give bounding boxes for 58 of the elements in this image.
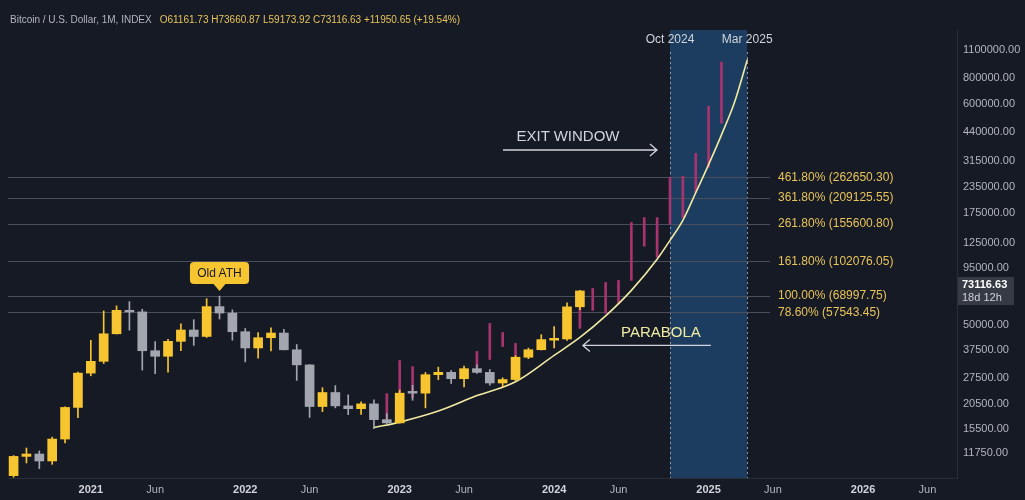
x-tick-label: 2023 <box>387 482 412 495</box>
bar <box>694 153 698 193</box>
y-tick-label: 11750.00 <box>963 446 1009 459</box>
x-tick-label: Jun <box>455 482 473 495</box>
ref-line-label: 361.80% (209125.55) <box>778 189 894 204</box>
ref-line-label: 100.00% (68997.75) <box>778 288 887 303</box>
x-tick-label: 2025 <box>696 482 721 495</box>
bar <box>488 323 492 360</box>
candlestick <box>433 366 444 380</box>
x-tick-label: 2024 <box>541 482 568 495</box>
y-tick-label: 37500.00 <box>963 343 1009 356</box>
y-tick-label: 15500.00 <box>963 421 1009 434</box>
x-tick-label: Jun <box>918 482 937 495</box>
y-tick-label: 27500.00 <box>963 370 1009 383</box>
x-tick-label: Jun <box>300 482 319 495</box>
annotation: EXIT WINDOW <box>516 127 621 145</box>
bar <box>630 222 633 281</box>
ref-line-label: Mar 2025 <box>721 32 773 47</box>
ref-line-label: 461.80% (262650.30) <box>778 169 894 184</box>
y-tick-label: 95000.00 <box>963 260 1009 273</box>
chart-title: Bitcoin / U.S. Dollar, 1M, INDEX <box>10 13 153 25</box>
chart-subtitle: O61161.73 H73660.87 L59173.92 C73116.63 +11950.65 (+19.54%) <box>159 13 460 25</box>
x-tick-label: Jun <box>146 482 165 495</box>
y-tick-label: 315000.00 <box>963 154 1015 167</box>
x-tick-label: Jun <box>764 482 782 495</box>
x-tick-label: 2021 <box>78 482 104 495</box>
y-tick-label: 440000.00 <box>963 124 1015 137</box>
y-tick-label: 600000.00 <box>963 97 1015 110</box>
bar <box>617 280 620 304</box>
y-tick-label: 20500.00 <box>963 396 1009 409</box>
y-tick-label: 175000.00 <box>963 206 1015 219</box>
series-label: PARABOLA <box>621 322 701 340</box>
y-tick-label: 1100000.00 <box>963 43 1021 56</box>
candlestick <box>150 341 160 375</box>
y-tick-label: 800000.00 <box>963 71 1015 84</box>
x-tick-label: 2022 <box>233 482 258 495</box>
ref-line-label: 78.60% (57543.45) <box>778 304 881 319</box>
bar <box>501 332 504 347</box>
y-tick-label: 235000.00 <box>963 180 1015 193</box>
ref-line-label: 261.80% (155600.80) <box>778 216 894 231</box>
text: 73116.63 18d 12h <box>962 277 1008 303</box>
y-tick-label: 50000.00 <box>963 317 1009 330</box>
bar <box>707 105 710 168</box>
candlestick <box>266 327 276 352</box>
bar <box>604 282 607 314</box>
bar <box>642 217 646 247</box>
x-tick-label: 2026 <box>850 482 876 495</box>
bar <box>591 288 595 311</box>
candlestick <box>188 319 199 346</box>
line-series <box>373 59 749 429</box>
annotation: Old ATH <box>197 266 242 281</box>
ref-line-label: Oct 2024 <box>645 32 695 47</box>
candlestick <box>343 394 354 416</box>
candlestick <box>549 326 559 349</box>
x-tick-label: Jun <box>609 482 628 495</box>
y-tick-label: 125000.00 <box>963 236 1015 249</box>
bar <box>720 61 723 124</box>
ref-line-label: 161.80% (102076.05) <box>778 253 894 268</box>
